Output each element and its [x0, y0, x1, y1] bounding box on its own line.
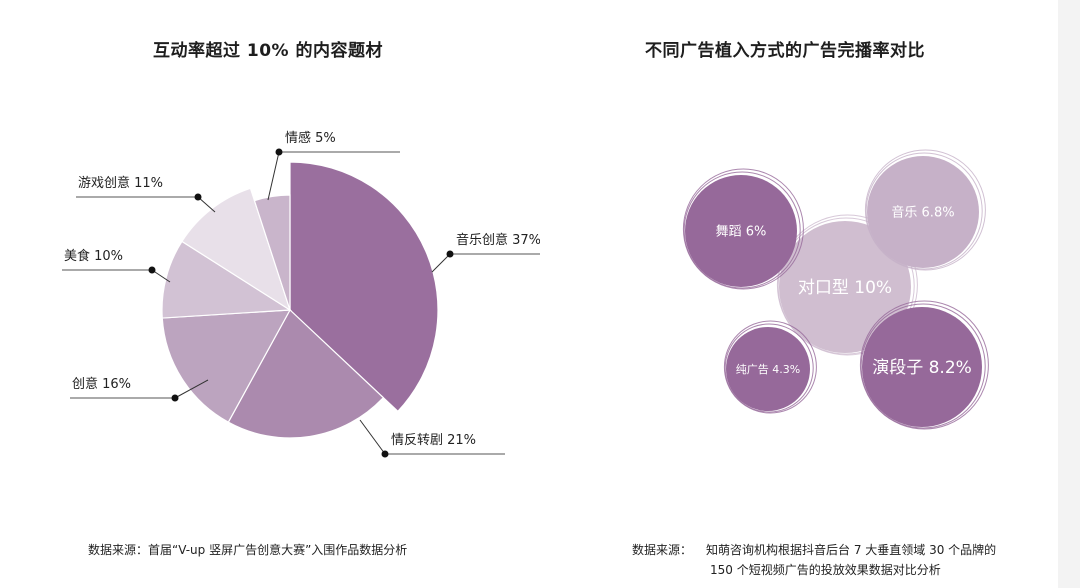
- pie-slice-label: 情反转剧 21%: [391, 433, 476, 448]
- pie-slice: [289, 161, 439, 413]
- pie-slice-label: 游戏创意 11%: [78, 175, 163, 191]
- pie-leader-line: [151, 269, 171, 283]
- bubble-outline-ring: [860, 303, 986, 429]
- bubble-outline-ring: [723, 320, 817, 414]
- pie-label-dot: [275, 148, 283, 156]
- pie-leader-line: [267, 151, 280, 201]
- bubble: [867, 156, 979, 268]
- bubble-outline-ring: [724, 323, 814, 413]
- pie-leader-line: [197, 196, 216, 213]
- bubble-outline-ring: [776, 214, 918, 356]
- pie-chart-title: 互动率超过 10% 的内容题材: [152, 41, 384, 61]
- pie-leader-line: [174, 379, 209, 399]
- bubble-outline-ring: [865, 152, 983, 270]
- pie-label-dot: [446, 250, 454, 258]
- bubble-outline-ring: [683, 171, 801, 289]
- pie-chart-source: 数据来源：首届“V-up 竖屏广告创意大赛”入围作品数据分析: [88, 543, 408, 557]
- pie-slice: [161, 240, 292, 319]
- bubble-source-label: 数据来源：: [632, 543, 693, 557]
- bubble-outline-ring: [777, 217, 915, 355]
- bubble: [685, 175, 797, 287]
- bubble-label: 纯广告 4.3%: [736, 363, 800, 376]
- bubble-label: 演段子 8.2%: [872, 358, 972, 378]
- bubble-source-line1: 知萌咨询机构根据抖音后台 7 大垂直领域 30 个品牌的: [706, 543, 997, 557]
- pie-slice-label: 美食 10%: [64, 248, 123, 264]
- pie-chart: 音乐创意 37% 情反转剧 21% 创意 16% 美食 10% 游戏创意 11% 情感 5…: [62, 130, 540, 458]
- bubble: [779, 221, 911, 353]
- bubble-label: 对口型 10%: [798, 278, 892, 298]
- pie-slice: [253, 194, 291, 311]
- bubble-source-line2: 150 个短视频广告的投放效果数据对比分析: [710, 563, 941, 577]
- pie-label-dot: [171, 394, 179, 402]
- pie-slice: [227, 309, 385, 439]
- pie-label-dot: [381, 450, 389, 458]
- bubble-chart: 对口型 10% 演段子 8.2% 音乐 6.8% 舞蹈 6% 纯广告 4.3%: [682, 149, 989, 430]
- bubble-outline-ring: [864, 149, 986, 271]
- pie-slice-label: 音乐创意 37%: [456, 232, 540, 248]
- pie-label-dot: [194, 193, 202, 201]
- pie-leader-line: [359, 419, 386, 455]
- pie-slice-label: 情感 5%: [285, 130, 336, 146]
- bubble-chart-panel: 不同广告植入方式的广告完播率对比 对口型 10% 演段子 8.2% 音乐 6.8% 舞…: [540, 0, 1080, 588]
- bubble-label: 舞蹈 6%: [716, 225, 767, 240]
- bubble-chart-title: 不同广告植入方式的广告完播率对比: [645, 41, 925, 61]
- pie-label-dot: [148, 266, 156, 274]
- bubble-chart-source: 数据来源： 知萌咨询机构根据抖音后台 7 大垂直领域 30 个品牌的 150 个短…: [632, 540, 1072, 580]
- page-edge-strip: [1058, 0, 1080, 588]
- pie-leader-line: [431, 253, 451, 273]
- bubble-outline-ring: [682, 168, 804, 290]
- pie-slice-label: 创意 16%: [72, 376, 131, 392]
- bubble-label: 音乐 6.8%: [891, 205, 954, 221]
- pie-slice: [161, 309, 292, 423]
- pie-chart-panel: 互动率超过 10% 的内容题材 音乐创意 37% 情反转剧 21% 创意 16% 美食…: [62, 41, 540, 557]
- bubble: [726, 327, 810, 411]
- bubble: [862, 307, 982, 427]
- bubble-outline-ring: [859, 300, 989, 430]
